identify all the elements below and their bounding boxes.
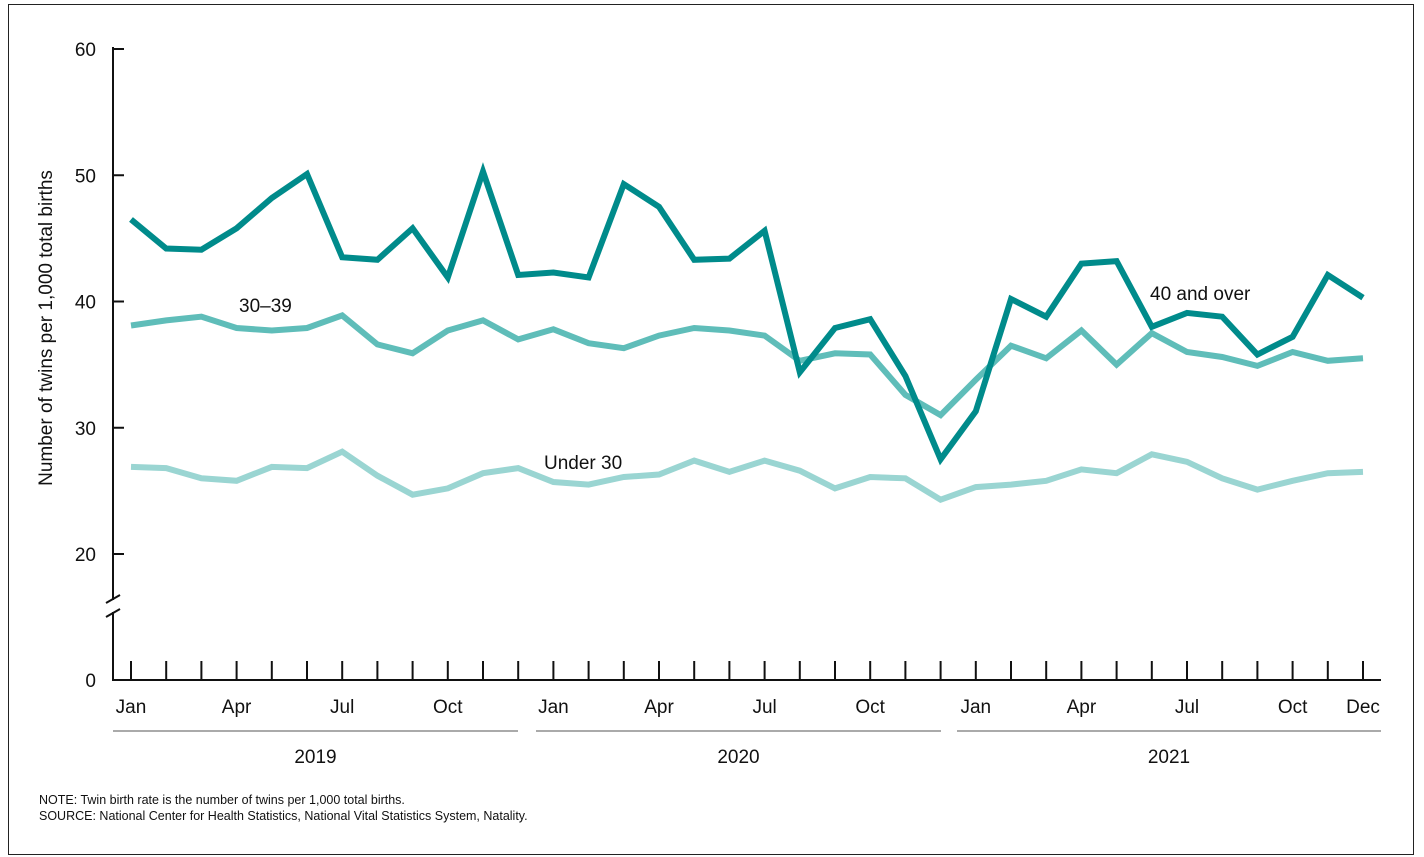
- y-tick-label: 30: [75, 419, 96, 440]
- x-tick-label: Jul: [330, 697, 354, 718]
- series-line-30-39: [130, 312, 1364, 419]
- x-tick-label: Dec: [1346, 697, 1380, 718]
- y-axis-label: Number of twins per 1,000 total births: [36, 170, 57, 486]
- x-tick-label: Jul: [752, 697, 776, 718]
- label-30-39: 30–39: [239, 296, 292, 317]
- series-lines: [129, 162, 1365, 504]
- labels: Number of twins per 1,000 total births 4…: [36, 170, 1251, 486]
- y-tick-label: 50: [75, 166, 96, 187]
- x-tick-label: Apr: [1067, 697, 1097, 718]
- x-tick-label: Oct: [1278, 697, 1308, 718]
- series-line-40-and-over: [129, 162, 1365, 466]
- x-tick-label: Oct: [855, 697, 885, 718]
- x-tick-label: Apr: [644, 697, 674, 718]
- axes: 0 20 30 40 50 60 Jan Apr Jul Oct Jan Apr Jul Oct Jan Ap…: [75, 40, 1381, 768]
- y-tick-label: 40: [75, 293, 96, 314]
- x-tick-label: Jan: [960, 697, 991, 718]
- note-text: NOTE: Twin birth rate is the number of t…: [39, 793, 405, 807]
- x-tick-label: Oct: [433, 697, 463, 718]
- notes: NOTE: Twin birth rate is the number of t…: [39, 792, 528, 824]
- series-line-under-30: [130, 448, 1364, 504]
- x-tick-label: Jan: [116, 697, 147, 718]
- label-under-30: Under 30: [544, 453, 622, 474]
- y-tick-label: 0: [85, 671, 96, 692]
- x-tick-label: Apr: [222, 697, 252, 718]
- year-label: 2021: [1148, 747, 1190, 768]
- year-label: 2019: [294, 747, 336, 768]
- axis-break-mark: [105, 608, 121, 618]
- y-tick-label: 60: [75, 40, 96, 61]
- source-text: SOURCE: National Center for Health Stati…: [39, 809, 528, 823]
- year-label: 2020: [717, 747, 759, 768]
- label-40-and-over: 40 and over: [1150, 284, 1251, 305]
- x-tick-label: Jul: [1175, 697, 1199, 718]
- x-tick-label: Jan: [538, 697, 569, 718]
- axis-break-mark: [105, 594, 121, 604]
- chart-frame: [8, 4, 1414, 855]
- y-tick-label: 20: [75, 545, 96, 566]
